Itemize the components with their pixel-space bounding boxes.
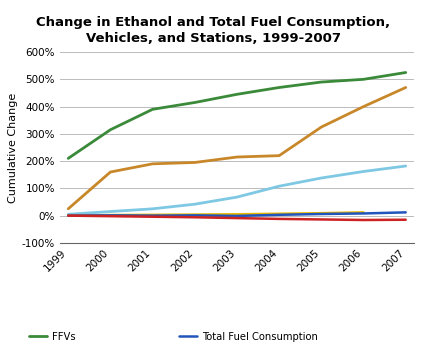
FFVs [66,156,71,160]
FFVs [360,77,365,82]
Total Passenger Vehicles [108,213,113,217]
Total Passenger Vehicles [66,213,71,218]
Total Passenger Vehicles [234,212,239,217]
FFVs [192,100,197,104]
E85 Stations [66,207,71,211]
Total Fuel Consumption [276,213,281,217]
Ethanol Consumption [318,176,323,180]
E85 Stations [276,154,281,158]
Ethanol Consumption [66,212,71,217]
Total Passenger Vehicles [360,210,365,214]
Ethanol Consumption [234,195,239,199]
FFVs [150,107,155,111]
Line: Ethanol Consumption: Ethanol Consumption [68,166,405,214]
Total Fuel Consumption [360,211,365,215]
E85 Stations [192,160,197,164]
Total Fuel Consumption [66,213,71,218]
Line: E85 Stations: E85 Stations [68,87,405,209]
E85 Stations [360,104,365,109]
Line: FFVs: FFVs [68,73,405,158]
Total Retail Stations [234,216,239,220]
Total Retail Stations [318,217,323,221]
Ethanol Consumption [192,202,197,206]
Line: Total Retail Stations: Total Retail Stations [68,215,405,220]
Total Fuel Consumption [150,213,155,218]
Total Retail Stations [150,215,155,219]
Ethanol Consumption [360,169,365,174]
Text: Change in Ethanol and Total Fuel Consumption,
Vehicles, and Stations, 1999-2007: Change in Ethanol and Total Fuel Consump… [36,16,390,45]
Total Retail Stations [192,215,197,219]
Total Fuel Consumption [318,212,323,216]
E85 Stations [234,155,239,159]
Ethanol Consumption [402,164,407,168]
Legend: FFVs, Total Passenger Vehicles, E85 Stations, Total Fuel Consumption, Ethanol Co: FFVs, Total Passenger Vehicles, E85 Stat… [29,332,317,347]
E85 Stations [318,125,323,129]
Total Passenger Vehicles [318,211,323,215]
Total Fuel Consumption [402,210,407,214]
Total Passenger Vehicles [150,213,155,217]
FFVs [276,85,281,90]
Total Fuel Consumption [192,213,197,218]
Total Retail Stations [276,217,281,221]
FFVs [318,80,323,84]
E85 Stations [150,162,155,166]
Ethanol Consumption [150,207,155,211]
Total Retail Stations [66,213,71,218]
Ethanol Consumption [108,210,113,214]
Total Passenger Vehicles [276,212,281,216]
FFVs [108,128,113,132]
Total Fuel Consumption [234,214,239,218]
E85 Stations [108,170,113,174]
Total Fuel Consumption [108,213,113,218]
Ethanol Consumption [276,184,281,188]
Total Retail Stations [360,218,365,222]
Total Passenger Vehicles [192,212,197,217]
FFVs [402,70,407,75]
Line: Total Fuel Consumption: Total Fuel Consumption [68,212,405,216]
Total Retail Stations [108,214,113,218]
Y-axis label: Cumulative Change: Cumulative Change [8,92,17,203]
FFVs [234,92,239,96]
E85 Stations [402,85,407,90]
Line: Total Passenger Vehicles: Total Passenger Vehicles [68,212,363,215]
Total Retail Stations [402,218,407,222]
